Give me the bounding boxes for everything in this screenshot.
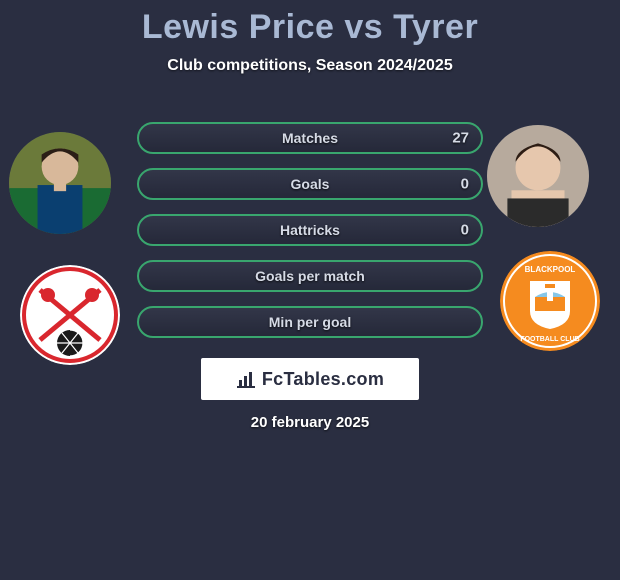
- stat-label: Goals: [291, 176, 330, 192]
- stat-right-value: 0: [461, 222, 469, 239]
- title-vs: vs: [344, 8, 383, 46]
- player-silhouette-icon: [9, 132, 111, 234]
- svg-text:BLACKPOOL: BLACKPOOL: [525, 265, 576, 274]
- stat-row: Min per goal: [137, 306, 483, 338]
- stat-label: Hattricks: [280, 222, 340, 238]
- stat-row: Matches 27: [137, 122, 483, 154]
- stat-row: Hattricks 0: [137, 214, 483, 246]
- date-label: 20 february 2025: [0, 414, 620, 431]
- avatar-player2: [487, 125, 589, 227]
- bar-chart-icon: [236, 370, 256, 388]
- stat-label: Matches: [282, 130, 338, 146]
- subtitle: Club competitions, Season 2024/2025: [0, 57, 620, 75]
- stats-list: Matches 27 Goals 0 Hattricks 0 Goals per…: [137, 122, 483, 352]
- title-player2: Tyrer: [393, 8, 478, 46]
- club-badge-right: BLACKPOOL FOOTBALL CLUB: [500, 251, 600, 351]
- stat-right-value: 0: [461, 176, 469, 193]
- club-crest-icon: [20, 265, 120, 365]
- stat-row: Goals per match: [137, 260, 483, 292]
- stat-row: Goals 0: [137, 168, 483, 200]
- stat-label: Min per goal: [269, 314, 351, 330]
- brand-label: FcTables.com: [262, 369, 384, 390]
- svg-text:FOOTBALL CLUB: FOOTBALL CLUB: [520, 336, 579, 343]
- stat-label: Goals per match: [255, 268, 365, 284]
- title-player1: Lewis Price: [142, 8, 335, 46]
- club-badge-left: [20, 265, 120, 365]
- comparison-card: Lewis Price vs Tyrer Club competitions, …: [0, 0, 620, 580]
- avatar-player1: [9, 132, 111, 234]
- club-crest-icon: BLACKPOOL FOOTBALL CLUB: [500, 251, 600, 351]
- stat-right-value: 27: [452, 130, 469, 147]
- player-silhouette-icon: [487, 125, 589, 227]
- brand-link[interactable]: FcTables.com: [201, 358, 419, 400]
- page-title: Lewis Price vs Tyrer: [0, 0, 620, 47]
